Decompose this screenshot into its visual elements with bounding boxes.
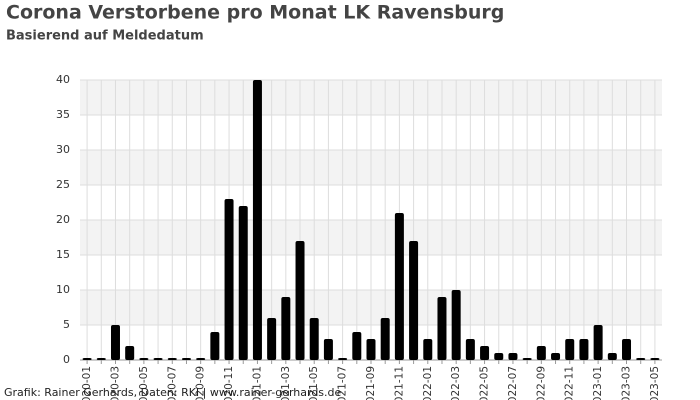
- bar: [181, 358, 191, 360]
- y-tick-label: 30: [56, 143, 70, 156]
- bar: [494, 353, 504, 360]
- bar: [153, 358, 163, 360]
- bar: [196, 358, 206, 360]
- x-tick-label: 2023-05: [649, 366, 661, 400]
- x-tick-label: 2021-11: [393, 366, 405, 400]
- bar: [125, 346, 135, 360]
- x-tick-label: 2020-03: [109, 366, 121, 400]
- x-tick-label: 2020-11: [223, 366, 235, 400]
- y-tick-label: 40: [56, 73, 70, 86]
- x-tick-label: 2020-07: [166, 366, 178, 400]
- bar: [423, 339, 433, 360]
- bar: [480, 346, 490, 360]
- x-tick-label: 2021-03: [280, 366, 292, 400]
- y-tick-label: 35: [56, 108, 70, 121]
- bar: [650, 358, 660, 360]
- x-tick-label: 2020-01: [81, 366, 93, 400]
- bar: [110, 325, 120, 360]
- bar: [295, 241, 305, 360]
- bar: [622, 339, 632, 360]
- bar: [252, 80, 262, 360]
- x-tick-label: 2022-11: [564, 366, 576, 400]
- bar: [536, 346, 546, 360]
- y-tick-label: 25: [56, 178, 70, 191]
- bar: [323, 339, 333, 360]
- y-tick-label: 10: [56, 283, 70, 296]
- bar: [508, 353, 518, 360]
- bar: [394, 213, 404, 360]
- bar: [380, 318, 390, 360]
- y-tick-label: 20: [56, 213, 70, 226]
- bar: [238, 206, 248, 360]
- x-tick-label: 2022-01: [422, 366, 434, 400]
- y-tick-label: 0: [63, 353, 70, 366]
- bar: [96, 358, 106, 360]
- bar: [366, 339, 376, 360]
- bar: [437, 297, 447, 360]
- bar: [281, 297, 291, 360]
- x-tick-label: 2022-03: [450, 366, 462, 400]
- bar: [551, 353, 561, 360]
- bar: [338, 358, 348, 360]
- x-tick-label: 2022-05: [479, 366, 491, 400]
- bar: [309, 318, 319, 360]
- chart-subtitle: Basierend auf Meldedatum: [6, 29, 204, 44]
- x-tick-label: 2023-03: [621, 366, 633, 400]
- bar: [409, 241, 419, 360]
- bar: [167, 358, 177, 360]
- x-tick-label: 2021-01: [251, 366, 263, 400]
- y-tick-label: 15: [56, 248, 70, 261]
- bar: [224, 199, 234, 360]
- y-tick-label: 5: [63, 318, 70, 331]
- x-tick-label: 2021-07: [337, 366, 349, 400]
- bar: [565, 339, 575, 360]
- x-tick-label: 2021-09: [365, 366, 377, 400]
- bar: [522, 358, 532, 360]
- bar: [636, 358, 646, 360]
- bar: [210, 332, 220, 360]
- bar: [82, 358, 92, 360]
- x-tick-label: 2020-05: [138, 366, 150, 400]
- x-tick-label: 2022-07: [507, 366, 519, 400]
- x-tick-label: 2021-05: [308, 366, 320, 400]
- bar: [579, 339, 589, 360]
- bar: [451, 290, 461, 360]
- bar: [267, 318, 277, 360]
- source-note: Grafik: Rainer Gerhards, Daten: RKI | ww…: [4, 386, 342, 399]
- chart-title: Corona Verstorbene pro Monat LK Ravensbu…: [6, 2, 504, 24]
- bar: [607, 353, 617, 360]
- bar: [139, 358, 149, 360]
- x-tick-label: 2020-09: [195, 366, 207, 400]
- bar: [465, 339, 475, 360]
- bar: [352, 332, 362, 360]
- bar: [593, 325, 603, 360]
- x-tick-label: 2022-09: [535, 366, 547, 400]
- x-tick-label: 2023-01: [592, 366, 604, 400]
